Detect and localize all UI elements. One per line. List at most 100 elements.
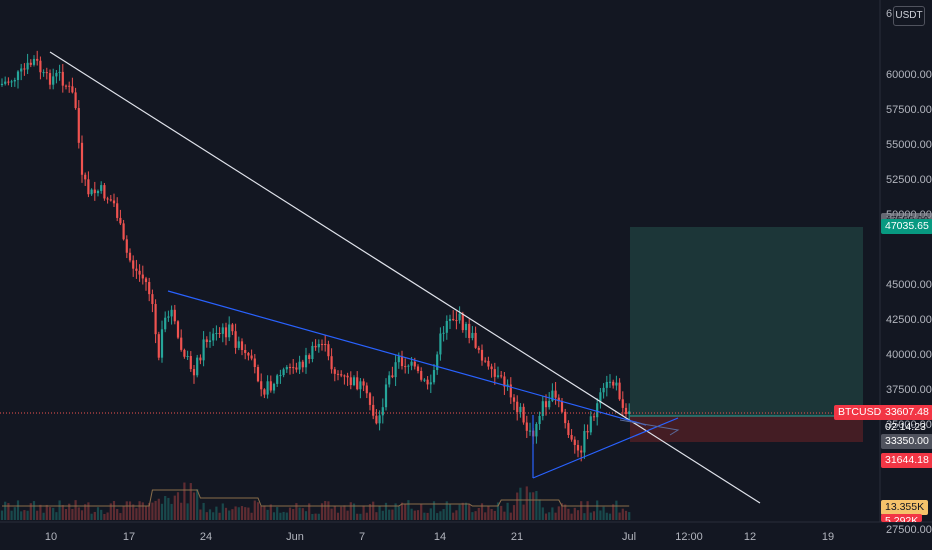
- volume-bar: [519, 487, 522, 520]
- volume-bar: [228, 510, 231, 520]
- volume-bar: [304, 511, 308, 520]
- volume-bar: [240, 506, 244, 520]
- volume-bar: [487, 505, 490, 520]
- descending-trendline[interactable]: [49, 51, 761, 504]
- volume-bar: [423, 512, 426, 520]
- candle-body: [528, 430, 532, 432]
- stop-price-badge[interactable]: 31644.18: [881, 453, 932, 468]
- wedge-upper-line[interactable]: [167, 290, 647, 426]
- last-price-badge: 33607.48: [881, 405, 932, 420]
- candle-body: [180, 337, 183, 350]
- position-loss-zone[interactable]: [630, 416, 863, 442]
- volume-bar: [263, 505, 266, 520]
- volume-bar: [109, 503, 112, 520]
- candle-body: [240, 341, 244, 350]
- candle-body: [74, 92, 77, 109]
- price-axis-label: 45000.00: [886, 279, 932, 291]
- candle-body: [509, 384, 512, 398]
- volume-bar: [596, 500, 599, 520]
- time-axis-label: 10: [45, 531, 57, 543]
- candle-body: [298, 361, 301, 370]
- candle-body: [228, 324, 231, 338]
- crosshair-price-badge: 33350.00: [881, 434, 932, 449]
- candle-body: [218, 332, 221, 334]
- candle-body: [314, 345, 317, 348]
- candle-body: [96, 190, 100, 194]
- volume-bar: [480, 503, 484, 520]
- candle-body: [26, 62, 29, 70]
- volume-bar: [301, 508, 304, 520]
- time-axis-label: 14: [434, 531, 446, 543]
- volume-bar: [567, 508, 570, 520]
- time-axis-label: Jul: [622, 531, 636, 543]
- candle-body: [516, 401, 519, 413]
- candle-body: [109, 199, 112, 201]
- candle-body: [263, 389, 266, 395]
- volume-bar: [64, 508, 68, 520]
- volume-bar: [356, 513, 359, 520]
- time-axis-label: 7: [359, 531, 365, 543]
- candle-body: [269, 381, 272, 391]
- quote-unit-button[interactable]: USDT: [893, 6, 925, 26]
- time-axis-label: 17: [123, 531, 135, 543]
- volume-bar: [512, 505, 516, 520]
- volume-bar: [573, 507, 576, 520]
- candle-body: [42, 72, 45, 74]
- wedge-lower-line[interactable]: [532, 417, 679, 479]
- candle-body: [596, 403, 599, 418]
- candle-body: [244, 349, 247, 353]
- wedge-projection: [619, 419, 680, 436]
- volume-bar: [560, 503, 564, 520]
- candle-body: [535, 424, 538, 437]
- volume-bar: [535, 490, 538, 520]
- candle-body: [52, 76, 55, 85]
- price-axis-label: 42500.00: [886, 314, 932, 326]
- price-axis-label: 6: [886, 8, 892, 20]
- candle-body: [61, 71, 64, 86]
- candle-body: [352, 377, 356, 386]
- volume-bar: [71, 508, 74, 520]
- volume-bar: [90, 513, 93, 520]
- candle-body: [576, 444, 580, 451]
- candle-body: [192, 369, 196, 376]
- volume-bar: [612, 504, 615, 520]
- volume-bar: [541, 507, 544, 520]
- volume-bar: [496, 502, 500, 520]
- volume-bar: [525, 486, 528, 520]
- volume-bar: [42, 512, 45, 520]
- volume-bar: [148, 503, 151, 520]
- volume-bar: [144, 506, 148, 520]
- price-axis-label: 35000.00: [886, 419, 932, 431]
- candle-body: [340, 374, 343, 376]
- volume-bar: [189, 483, 192, 520]
- target-price-badge[interactable]: 47035.65: [881, 219, 932, 234]
- candle-body: [13, 80, 16, 82]
- candle-body: [215, 332, 218, 334]
- candle-body: [58, 71, 61, 73]
- volume-bar: [528, 492, 532, 520]
- candle-body: [618, 382, 621, 400]
- candle-countdown: 02:14:23: [885, 421, 926, 433]
- volume-bar: [279, 512, 282, 520]
- candle-body: [224, 327, 228, 338]
- volume-bar: [39, 504, 42, 520]
- volume-bar: [100, 509, 103, 520]
- candle-body: [432, 370, 436, 383]
- volume-bar: [7, 503, 10, 520]
- volume-bar: [295, 503, 298, 520]
- candle-body: [20, 68, 23, 72]
- volume-bar: [58, 500, 61, 520]
- candle-body: [544, 401, 548, 408]
- candle-body: [490, 366, 493, 370]
- volume-bar: [106, 512, 109, 520]
- candle-body: [208, 340, 212, 343]
- volume-bar: [317, 513, 320, 520]
- volume-bar: [212, 512, 215, 520]
- position-profit-zone[interactable]: [630, 227, 863, 416]
- candle-body: [32, 58, 36, 65]
- time-axis-label: 21: [511, 531, 523, 543]
- volume-bar: [311, 513, 314, 520]
- candle-body: [487, 360, 490, 367]
- volume-bar: [500, 505, 503, 520]
